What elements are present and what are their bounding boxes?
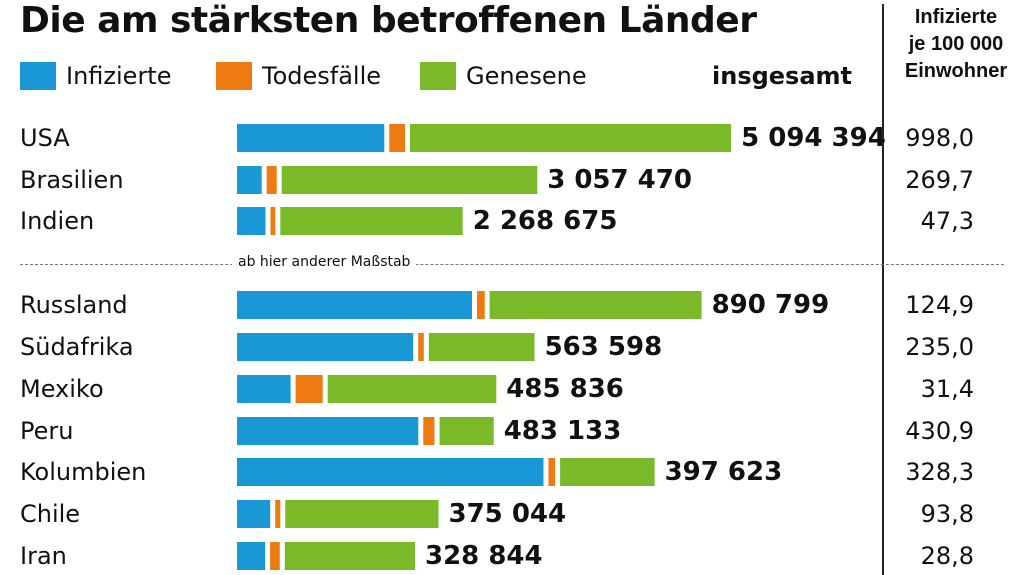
bar-infected-indien [237, 207, 266, 235]
legend-label-deaths: Todesfälle [262, 62, 382, 90]
bar-deaths-chile [275, 500, 281, 528]
country-label: Mexiko [20, 375, 104, 403]
total-value: 2 268 675 [472, 206, 618, 236]
bar-infected-iran [237, 542, 266, 570]
country-label: Indien [20, 207, 95, 235]
per100k-value: 998,0 [905, 124, 974, 152]
bar-deaths-südafrika [418, 333, 424, 361]
total-value: 397 623 [664, 457, 783, 487]
per100k-value: 328,3 [905, 458, 974, 486]
total-value: 890 799 [711, 290, 830, 320]
total-value: 5 094 394 [741, 123, 886, 153]
bar-infected-peru [237, 417, 419, 445]
per100k-value: 31,4 [920, 375, 974, 403]
bar-deaths-peru [423, 417, 435, 445]
country-label: USA [20, 124, 70, 152]
scale-note: ab hier anderer Maßstab [232, 254, 417, 270]
per100k-value: 269,7 [905, 166, 974, 194]
country-label: Peru [20, 417, 74, 445]
total-value: 375 044 [448, 499, 567, 529]
per100k-header-line-2: je 100 000 [908, 33, 1004, 55]
bar-recovered-usa [409, 124, 731, 152]
legend-swatch-recovered [420, 62, 456, 90]
bar-recovered-brasilien [281, 166, 538, 194]
bar-recovered-mexiko [327, 375, 497, 403]
chart-title: Die am stärksten betroffenen Länder [20, 0, 757, 41]
total-column-header: insgesamt [712, 62, 853, 90]
bar-recovered-chile [285, 500, 439, 528]
bar-recovered-iran [284, 542, 415, 570]
per100k-header-line-3: Einwohner [904, 60, 1008, 82]
legend: Infizierte Todesfälle Genesene [20, 62, 870, 96]
bar-deaths-mexiko [295, 375, 323, 403]
legend-label-recovered: Genesene [466, 62, 587, 90]
per100k-header-line-1: Infizierte [914, 6, 998, 28]
bar-infected-brasilien [237, 166, 262, 194]
bar-infected-russland [237, 291, 472, 319]
bar-infected-usa [237, 124, 385, 152]
per100k-value: 93,8 [920, 500, 974, 528]
bar-recovered-indien [280, 207, 463, 235]
legend-swatch-deaths [216, 62, 252, 90]
bar-infected-chile [237, 500, 271, 528]
country-label: Iran [20, 542, 67, 570]
bar-infected-mexiko [237, 375, 291, 403]
scale-break-line [20, 264, 1004, 265]
country-label: Kolumbien [20, 458, 147, 486]
bar-recovered-peru [439, 417, 494, 445]
bar-deaths-kolumbien [548, 458, 556, 486]
bar-deaths-russland [477, 291, 485, 319]
country-label: Brasilien [20, 166, 124, 194]
total-value: 3 057 470 [547, 165, 692, 195]
total-value: 328 844 [425, 541, 543, 571]
legend-swatch-infected [20, 62, 56, 90]
total-value: 563 598 [544, 332, 663, 362]
per100k-value: 124,9 [905, 291, 974, 319]
country-label: Südafrika [20, 333, 134, 361]
bar-deaths-iran [270, 542, 280, 570]
bar-infected-kolumbien [237, 458, 544, 486]
column-divider [882, 4, 884, 575]
legend-label-infected: Infizierte [66, 62, 172, 90]
bar-deaths-indien [270, 207, 276, 235]
legend-item-recovered: Genesene [420, 62, 587, 90]
bar-infected-südafrika [237, 333, 414, 361]
total-value: 483 133 [503, 416, 622, 446]
per100k-value: 235,0 [905, 333, 974, 361]
country-label: Russland [20, 291, 128, 319]
bar-recovered-russland [489, 291, 702, 319]
bar-deaths-usa [389, 124, 405, 152]
per100k-value: 47,3 [920, 207, 974, 235]
per100k-value: 28,8 [920, 542, 974, 570]
per100k-column-header: Infizierte je 100 000 Einwohner [888, 4, 1024, 85]
legend-item-deaths: Todesfälle [216, 62, 381, 90]
country-label: Chile [20, 500, 81, 528]
bar-recovered-südafrika [428, 333, 535, 361]
total-value: 485 836 [506, 374, 624, 404]
legend-item-infected: Infizierte [20, 62, 171, 90]
bar-recovered-kolumbien [560, 458, 655, 486]
bar-deaths-brasilien [266, 166, 277, 194]
per100k-value: 430,9 [905, 417, 974, 445]
